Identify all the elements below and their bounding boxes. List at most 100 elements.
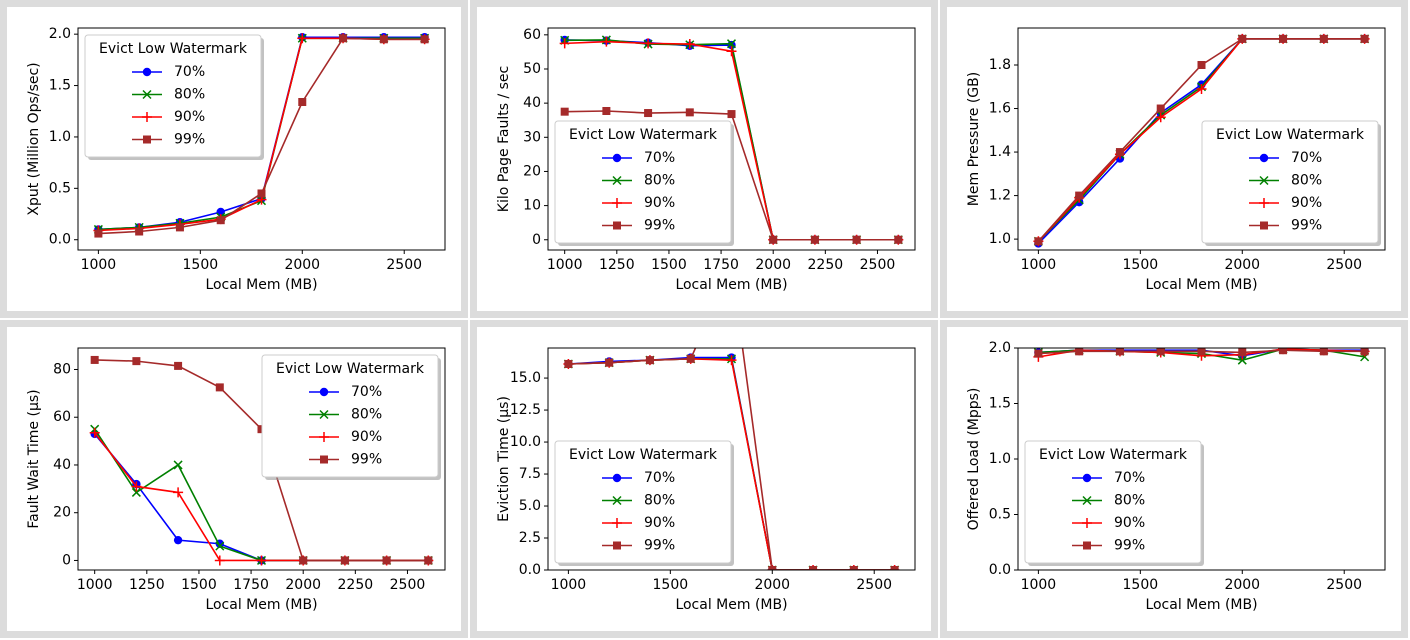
marker [769,235,778,244]
x-tick-label: 2000 [755,257,791,273]
chart-panel: 1000 1500 2000 2500 1.0 1.2 1.4 1.6 1.8 Local Mem… [940,0,1408,318]
marker [214,555,225,566]
x-axis-label: Local Mem (MB) [205,597,317,613]
marker [1197,61,1206,69]
marker [852,235,861,244]
y-tick-label: 20 [523,163,541,179]
x-tick-label: 2500 [1326,577,1362,593]
plot-area [1033,33,1370,248]
panel-frame [470,320,938,638]
chart-panel: 1000 1500 2000 2500 0.0 0.5 1.0 1.5 2.0 Local Mem… [940,320,1408,638]
marker [1259,198,1269,208]
plot-area [93,33,430,238]
y-tick-label: 60 [523,27,541,43]
marker [849,566,858,570]
legend-box [554,120,732,244]
marker [1279,34,1288,43]
marker [1319,34,1328,43]
marker [602,106,611,115]
marker [339,34,348,43]
marker [257,189,266,198]
legend-box [1024,440,1202,564]
x-tick-label: 1500 [181,577,217,593]
marker [1082,518,1092,528]
marker [1156,104,1165,113]
marker [131,481,142,492]
marker [320,455,328,464]
x-tick-label: 1500 [1123,577,1159,593]
marker [131,487,141,497]
plot-frame [547,347,916,571]
marker [644,109,653,118]
legend-label: 70% [1114,470,1145,486]
y-tick-label: 12.5 [510,402,541,418]
marker [605,358,614,367]
marker [319,432,329,442]
marker [612,518,622,528]
x-tick-label: 1000 [547,257,583,273]
marker [173,487,184,498]
x-tick-label: 2500 [860,257,896,273]
marker [1259,153,1269,163]
marker [420,35,429,44]
legend-label: 80% [644,173,675,189]
marker [1196,83,1207,94]
marker [135,227,144,236]
plot-area [563,348,900,570]
x-tick-label: 1750 [233,577,269,593]
legend-label: 80% [351,407,382,423]
legend-label: 90% [1114,515,1145,531]
x-tick-label: 1500 [1123,257,1159,273]
marker [1034,237,1043,246]
marker [1155,112,1166,123]
legend-label: 70% [351,384,382,400]
legend-label: 80% [644,493,675,509]
y-tick-label: 10.0 [510,434,541,450]
plot-area [1033,348,1370,365]
marker [298,98,307,106]
legend-label: 70% [174,64,205,80]
legend-label: 70% [644,470,675,486]
marker [612,473,622,483]
marker [90,355,99,364]
legend-box [261,354,439,478]
y-tick-label: 1.5 [49,78,71,94]
marker [319,409,329,420]
marker [601,36,612,47]
x-tick-label: 2500 [386,257,422,273]
legend: Evict Low Watermark 70% 80% 90% 99% [261,354,441,480]
marker [727,110,736,119]
plot-frame [1017,347,1386,571]
y-tick-label: 50 [523,61,541,77]
legend-title: Evict Low Watermark [569,127,718,143]
marker [299,556,308,565]
marker [319,387,329,397]
x-tick-label: 1000 [551,577,587,593]
marker [564,359,573,368]
legend-label: 90% [1291,195,1322,211]
legend-label: 99% [351,452,382,468]
marker [559,38,570,49]
legend: Evict Low Watermark 70% 80% 90% 99% [84,34,264,160]
y-tick-label: 40 [53,457,71,473]
x-tick-label: 1000 [81,257,117,273]
marker [1360,348,1369,356]
x-tick-label: 2000 [754,577,790,593]
legend-label: 80% [174,87,205,103]
y-axis-label: Offered Load (Mpps) [966,388,982,531]
y-tick-label: 1.0 [989,231,1011,247]
legend-label: 80% [1291,173,1322,189]
y-tick-label: 80 [53,361,71,377]
legend-box [554,440,732,564]
marker [382,556,391,565]
y-tick-label: 0.0 [519,562,541,578]
x-tick-label: 1000 [1021,577,1057,593]
marker [340,556,349,565]
y-axis-label: Xput (Million Ops/sec) [26,62,42,215]
legend: Evict Low Watermark 70% 80% 90% 99% [1201,120,1381,246]
x-tick-label: 2000 [1224,257,1260,273]
x-tick-label: 2250 [338,577,374,593]
marker [1238,34,1247,43]
marker [810,235,819,244]
y-tick-label: 0.5 [989,507,1011,523]
